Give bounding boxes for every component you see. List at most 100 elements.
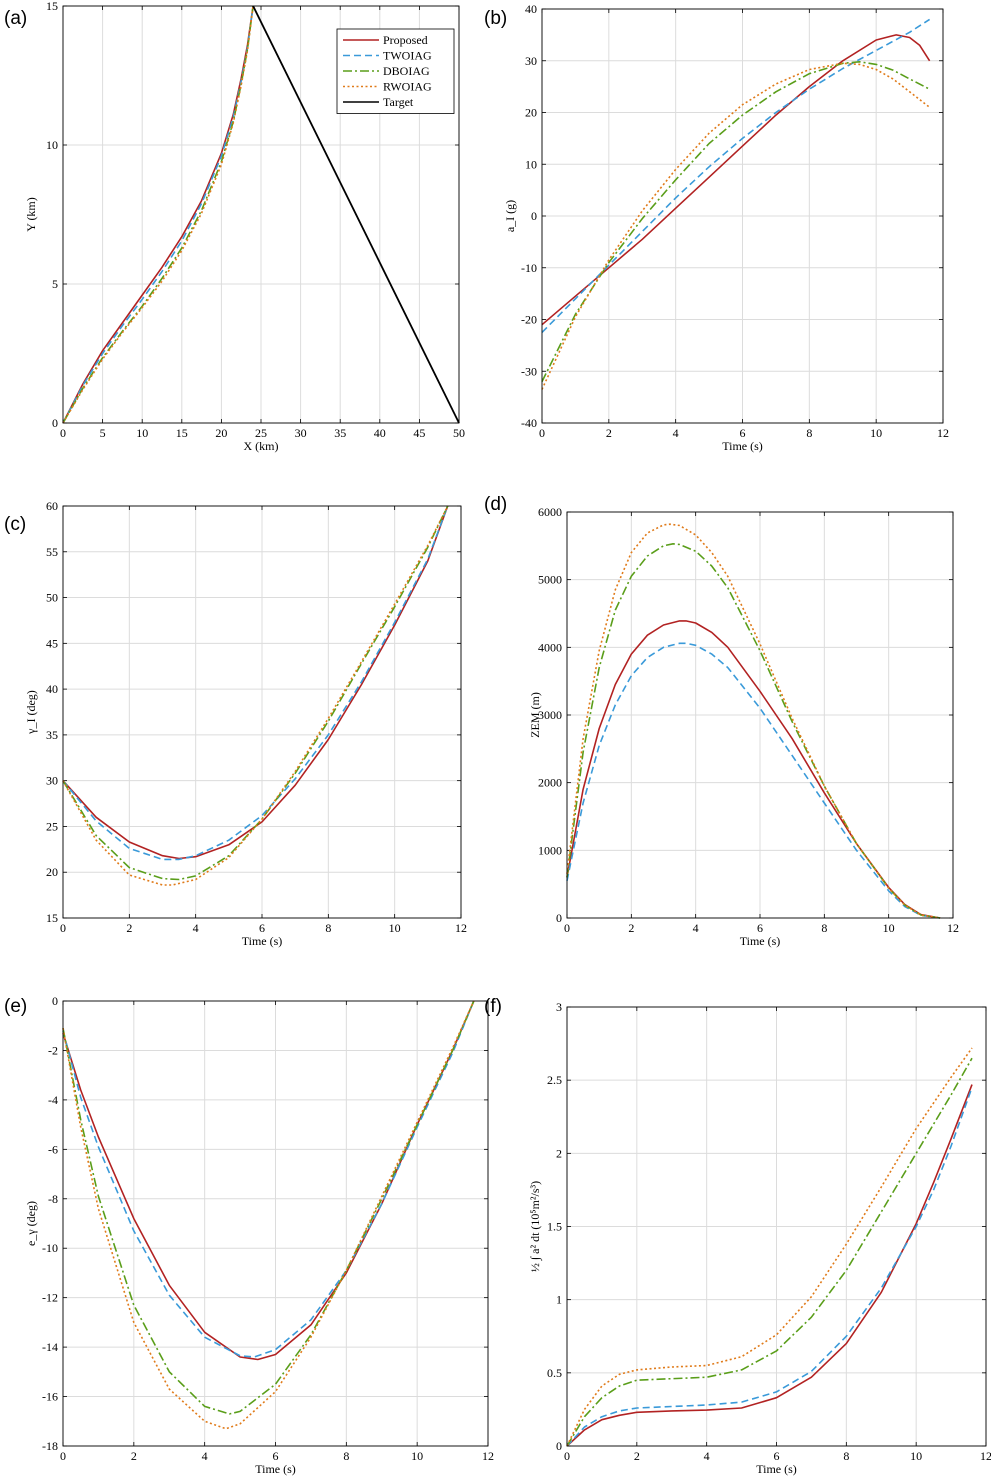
x-tick-label: 8 bbox=[821, 921, 827, 935]
series-line-twoiag bbox=[541, 18, 931, 333]
x-tick-label: 0 bbox=[60, 426, 66, 440]
panel-label: (c) bbox=[4, 514, 26, 535]
y-tick-label: 2000 bbox=[538, 776, 562, 790]
y-tick-label: 0.5 bbox=[547, 1366, 562, 1380]
x-tick-label: 4 bbox=[202, 1449, 208, 1463]
x-tick-label: 10 bbox=[910, 1449, 922, 1463]
x-tick-label: 6 bbox=[273, 1449, 279, 1463]
legend-label-proposed: Proposed bbox=[383, 33, 428, 47]
y-tick-label: -12 bbox=[42, 1291, 58, 1305]
x-tick-label: 0 bbox=[539, 426, 545, 440]
x-tick-label: 6 bbox=[757, 921, 763, 935]
y-tick-label: 30 bbox=[46, 774, 58, 788]
y-tick-label: -10 bbox=[521, 261, 537, 275]
x-axis-label: Time (s) bbox=[722, 439, 763, 453]
series-line-twoiag bbox=[62, 5, 254, 424]
x-tick-label: 50 bbox=[453, 426, 465, 440]
y-tick-label: 1000 bbox=[538, 843, 562, 857]
x-tick-label: 4 bbox=[704, 1449, 710, 1463]
panel-label: (b) bbox=[484, 8, 507, 29]
x-tick-label: 8 bbox=[343, 1449, 349, 1463]
legend-label-twoiag: TWOIAG bbox=[383, 49, 432, 63]
x-axis-label: Time (s) bbox=[756, 1462, 797, 1476]
y-tick-label: 20 bbox=[525, 106, 537, 120]
series-line-twoiag bbox=[566, 642, 941, 919]
series-line-proposed bbox=[566, 1084, 973, 1447]
series-line-target bbox=[252, 5, 460, 424]
x-tick-label: 8 bbox=[843, 1449, 849, 1463]
y-tick-label: -30 bbox=[521, 364, 537, 378]
y-tick-label: -18 bbox=[42, 1439, 58, 1453]
series-line-dboiag bbox=[566, 1057, 973, 1447]
y-tick-label: -16 bbox=[42, 1390, 58, 1404]
x-tick-label: 2 bbox=[634, 1449, 640, 1463]
x-tick-label: 6 bbox=[259, 921, 265, 935]
y-tick-label: -14 bbox=[42, 1340, 58, 1354]
x-tick-label: 2 bbox=[131, 1449, 137, 1463]
x-tick-label: 2 bbox=[628, 921, 634, 935]
y-tick-label: 10 bbox=[46, 138, 58, 152]
legend-label-dboiag: DBOIAG bbox=[383, 64, 430, 78]
x-tick-label: 4 bbox=[693, 921, 699, 935]
y-tick-label: 0 bbox=[531, 209, 537, 223]
x-tick-label: 8 bbox=[325, 921, 331, 935]
series-line-proposed bbox=[62, 505, 449, 860]
plot-frame bbox=[62, 5, 460, 424]
y-tick-label: 35 bbox=[46, 728, 58, 742]
y-tick-label: 30 bbox=[525, 54, 537, 68]
y-tick-label: 0 bbox=[556, 1439, 562, 1453]
x-tick-label: 12 bbox=[947, 921, 959, 935]
x-tick-label: 0 bbox=[564, 1449, 570, 1463]
y-tick-label: -10 bbox=[42, 1241, 58, 1255]
x-tick-label: 10 bbox=[136, 426, 148, 440]
x-tick-label: 12 bbox=[455, 921, 467, 935]
series-line-dboiag bbox=[541, 61, 930, 382]
x-tick-label: 40 bbox=[374, 426, 386, 440]
x-tick-label: 10 bbox=[870, 426, 882, 440]
y-tick-label: -20 bbox=[521, 313, 537, 327]
x-tick-label: 20 bbox=[215, 426, 227, 440]
panel-e: (e) 0 2 4 6 8 10 12 -18 -16 -14 -12 -10 -8 -6 -4 -2 0 Time… bbox=[4, 994, 494, 1476]
x-axis-label: X (km) bbox=[244, 439, 279, 453]
panel-a: (a) 0 5 10 15 20 25 30 35 40 45 50 0 5 10 15 X (km) Y (km… bbox=[4, 0, 465, 453]
y-tick-label: 6000 bbox=[538, 505, 562, 519]
y-axis-label: a_I (g) bbox=[503, 200, 517, 232]
panel-label: (a) bbox=[4, 8, 27, 29]
series-line-proposed bbox=[541, 34, 931, 326]
y-tick-label: 3000 bbox=[538, 708, 562, 722]
y-tick-label: 15 bbox=[46, 911, 58, 925]
y-tick-label: -40 bbox=[521, 416, 537, 430]
y-tick-label: 2 bbox=[556, 1146, 562, 1160]
plot-frame bbox=[566, 511, 954, 919]
x-tick-label: 12 bbox=[482, 1449, 494, 1463]
series-line-twoiag bbox=[566, 1087, 973, 1447]
y-tick-label: 2.5 bbox=[547, 1073, 562, 1087]
x-tick-label: 2 bbox=[606, 426, 612, 440]
series-line-rwoiag bbox=[62, 505, 449, 886]
y-tick-label: 40 bbox=[46, 682, 58, 696]
panel-d: (d) 0 2 4 6 8 10 12 0 1000 2000 3000 4000 5000 6000 Tim… bbox=[484, 494, 959, 948]
x-tick-label: 25 bbox=[255, 426, 267, 440]
series-line-twoiag bbox=[62, 505, 449, 861]
y-tick-label: 1.5 bbox=[547, 1220, 562, 1234]
y-tick-label: 55 bbox=[46, 545, 58, 559]
x-tick-label: 4 bbox=[193, 921, 199, 935]
y-tick-label: 5 bbox=[52, 277, 58, 291]
x-tick-label: 10 bbox=[389, 921, 401, 935]
x-tick-label: 6 bbox=[740, 426, 746, 440]
plot-frame bbox=[541, 8, 944, 424]
plot-frame bbox=[62, 505, 462, 919]
x-tick-label: 10 bbox=[883, 921, 895, 935]
y-axis-label: ZEM (m) bbox=[528, 692, 542, 738]
y-tick-label: 5000 bbox=[538, 573, 562, 587]
panel-f: (f) 0 2 4 6 8 10 12 0 0.5 1 1.5 2 2.5 3 Time (s) ½ ∫ a² … bbox=[484, 996, 991, 1476]
series-line-rwoiag bbox=[62, 1000, 475, 1430]
x-tick-label: 45 bbox=[413, 426, 425, 440]
x-axis-label: Time (s) bbox=[255, 1462, 296, 1476]
panel-label: (d) bbox=[484, 494, 507, 515]
legend-label-target: Target bbox=[383, 95, 414, 109]
y-tick-label: 50 bbox=[46, 591, 58, 605]
panel-c: (c) 0 2 4 6 8 10 12 15 20 25 30 35 40 45 50 55 60 Time (s)… bbox=[4, 499, 467, 948]
y-tick-label: 0 bbox=[556, 911, 562, 925]
